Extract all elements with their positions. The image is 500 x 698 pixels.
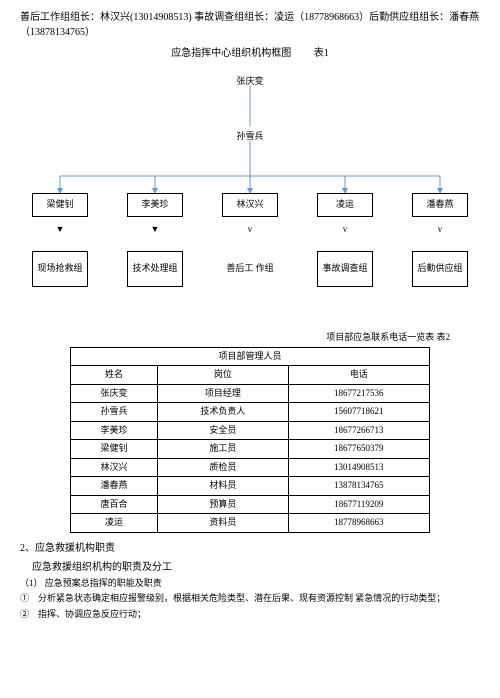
- section-2-1-2: ② 指挥、协调应急反应行动；: [20, 608, 480, 622]
- table-row: 孙雪兵技术负责人15607718621: [71, 403, 430, 422]
- col-role: 岗位: [158, 366, 289, 385]
- table-cell: 唐百合: [71, 495, 158, 514]
- table-cell: 梁健钊: [71, 440, 158, 459]
- table-cell: 资料员: [158, 514, 289, 533]
- table-cell: 孙雪兵: [71, 403, 158, 422]
- table-row: 凌运资料员18778968663: [71, 514, 430, 533]
- table-cell: 18677217536: [288, 384, 429, 403]
- table2-title: 项目部应急联系电话一览表 表2: [20, 331, 450, 345]
- node-top2: 孙雪兵: [222, 126, 278, 148]
- table-row: 潘春燕材料员13878134765: [71, 477, 430, 496]
- table-cell: 项目经理: [158, 384, 289, 403]
- table-cell: 15607718621: [288, 403, 429, 422]
- table-header: 项目部管理人员: [71, 347, 430, 366]
- title1-suffix: 表1: [314, 48, 329, 59]
- header-text: 善后工作组组长：林汉兴(13014908513) 事故调查组组长：凌运（1877…: [20, 10, 480, 40]
- table-cell: 凌运: [71, 514, 158, 533]
- table-row: 李美珍安全员18677266713: [71, 421, 430, 440]
- group-1: 技术处理组: [127, 251, 183, 287]
- table-cell: 林汉兴: [71, 458, 158, 477]
- contact-table: 项目部管理人员 姓名 岗位 电话 张庆变项目经理18677217536孙雪兵技术…: [70, 347, 430, 533]
- marker-1: ▼: [127, 223, 183, 237]
- section-2: 2、应急救援机构职责: [20, 541, 480, 556]
- table-cell: 18677266713: [288, 421, 429, 440]
- marker-2: v: [222, 223, 278, 237]
- table-row: 唐百合预算员18677119209: [71, 495, 430, 514]
- table-cell: 13878134765: [288, 477, 429, 496]
- table-cell: 13014908513: [288, 458, 429, 477]
- leader-3: 凌运: [317, 193, 373, 217]
- group-0: 现场抢救组: [32, 251, 88, 287]
- table-cell: 18677119209: [288, 495, 429, 514]
- section-2-1-1: ① 分析紧急状态确定相应报警级别，根据相关危险类型、潜在后果、现有资源控制 紧急…: [20, 592, 480, 606]
- leader-0: 梁健钊: [32, 193, 88, 217]
- marker-3: v: [317, 223, 373, 237]
- node-top1: 张庆变: [222, 71, 278, 93]
- table-row: 林汉兴质检员13014908513: [71, 458, 430, 477]
- marker-4: v: [412, 223, 468, 237]
- leader-1: 李美珍: [127, 193, 183, 217]
- group-3: 事故调查组: [317, 251, 373, 287]
- table-cell: 施工员: [158, 440, 289, 459]
- col-phone: 电话: [288, 366, 429, 385]
- table-cell: 技术负责人: [158, 403, 289, 422]
- table-cell: 质检员: [158, 458, 289, 477]
- title1-main: 应急指挥中心组织机构框图: [171, 48, 291, 59]
- leader-4: 潘春燕: [412, 193, 468, 217]
- table-cell: 18677650379: [288, 440, 429, 459]
- group-4: 后勤供应组: [412, 251, 468, 287]
- table-cell: 张庆变: [71, 384, 158, 403]
- org-chart: 张庆变 孙雪兵 梁健钊 李美珍 林汉兴 凌运 潘春燕 ▼ ▼ v v v 现场抢…: [20, 71, 480, 321]
- table-row: 张庆变项目经理18677217536: [71, 384, 430, 403]
- section-2-1: （1） 应急预案总指挥的职能及职责: [20, 577, 480, 591]
- table-cell: 18778968663: [288, 514, 429, 533]
- section-2a: 应急救援组织机构的职责及分工: [32, 560, 480, 575]
- table-cell: 潘春燕: [71, 477, 158, 496]
- table-cell: 材料员: [158, 477, 289, 496]
- table1-title: 应急指挥中心组织机构框图 表1: [20, 46, 480, 61]
- table-cell: 李美珍: [71, 421, 158, 440]
- table-cell: 安全员: [158, 421, 289, 440]
- table-row: 梁健钊施工员18677650379: [71, 440, 430, 459]
- group-2: 善后工 作组: [222, 251, 278, 287]
- table-cell: 预算员: [158, 495, 289, 514]
- marker-0: ▼: [32, 223, 88, 237]
- leader-2: 林汉兴: [222, 193, 278, 217]
- col-name: 姓名: [71, 366, 158, 385]
